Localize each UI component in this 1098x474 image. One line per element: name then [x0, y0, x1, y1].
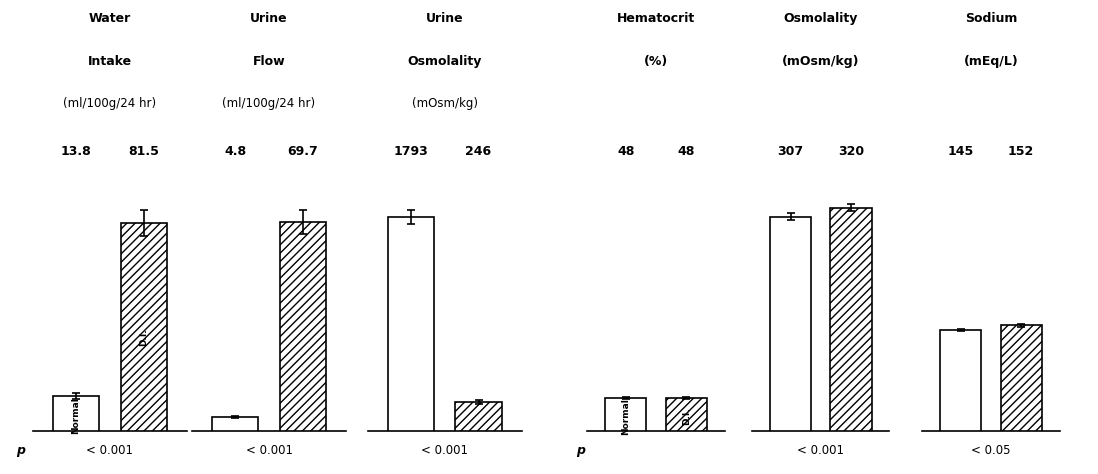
Text: Sodium: Sodium: [965, 12, 1017, 25]
Text: Intake: Intake: [88, 55, 132, 67]
Bar: [388, 217, 434, 431]
Text: (mOsm/kg): (mOsm/kg): [412, 97, 478, 110]
Text: < 0.001: < 0.001: [422, 445, 468, 457]
Text: Urine: Urine: [250, 12, 288, 25]
Text: Normal: Normal: [621, 398, 630, 435]
Text: (mOsm/kg): (mOsm/kg): [782, 55, 860, 67]
Text: Normal: Normal: [71, 397, 80, 434]
Bar: [665, 398, 707, 431]
Bar: [830, 208, 872, 431]
Text: Osmolality: Osmolality: [407, 55, 482, 67]
Text: 69.7: 69.7: [288, 145, 318, 157]
Text: 48: 48: [677, 145, 695, 157]
Text: (ml/100g/24 hr): (ml/100g/24 hr): [223, 97, 315, 110]
Bar: [940, 330, 982, 431]
Text: Hematocrit: Hematocrit: [617, 12, 695, 25]
Text: Urine: Urine: [426, 12, 463, 25]
Bar: [280, 222, 326, 431]
Bar: [1000, 325, 1042, 431]
Text: 307: 307: [777, 145, 804, 157]
Text: D.I.: D.I.: [682, 408, 691, 425]
Bar: [121, 223, 167, 431]
Text: 152: 152: [1008, 145, 1034, 157]
Text: < 0.001: < 0.001: [246, 445, 292, 457]
Text: Flow: Flow: [253, 55, 285, 67]
Bar: [212, 417, 258, 431]
Text: 320: 320: [838, 145, 864, 157]
Bar: [605, 398, 647, 431]
Text: (%): (%): [643, 55, 669, 67]
Text: < 0.001: < 0.001: [87, 445, 133, 457]
Text: < 0.001: < 0.001: [797, 445, 844, 457]
Bar: [456, 402, 502, 431]
Text: 4.8: 4.8: [224, 145, 246, 157]
Text: p: p: [576, 445, 585, 457]
Text: 1793: 1793: [393, 145, 428, 157]
Text: D.I.: D.I.: [139, 329, 148, 346]
Text: 145: 145: [948, 145, 974, 157]
Text: (mEq/L): (mEq/L): [964, 55, 1018, 67]
Text: 246: 246: [466, 145, 492, 157]
Text: p: p: [16, 445, 25, 457]
Bar: [770, 217, 811, 431]
Text: 81.5: 81.5: [128, 145, 159, 157]
Text: Osmolality: Osmolality: [784, 12, 858, 25]
Text: 13.8: 13.8: [60, 145, 91, 157]
Text: Water: Water: [89, 12, 131, 25]
Bar: [53, 396, 99, 431]
Text: 48: 48: [617, 145, 635, 157]
Text: (ml/100g/24 hr): (ml/100g/24 hr): [64, 97, 156, 110]
Text: < 0.05: < 0.05: [972, 445, 1010, 457]
